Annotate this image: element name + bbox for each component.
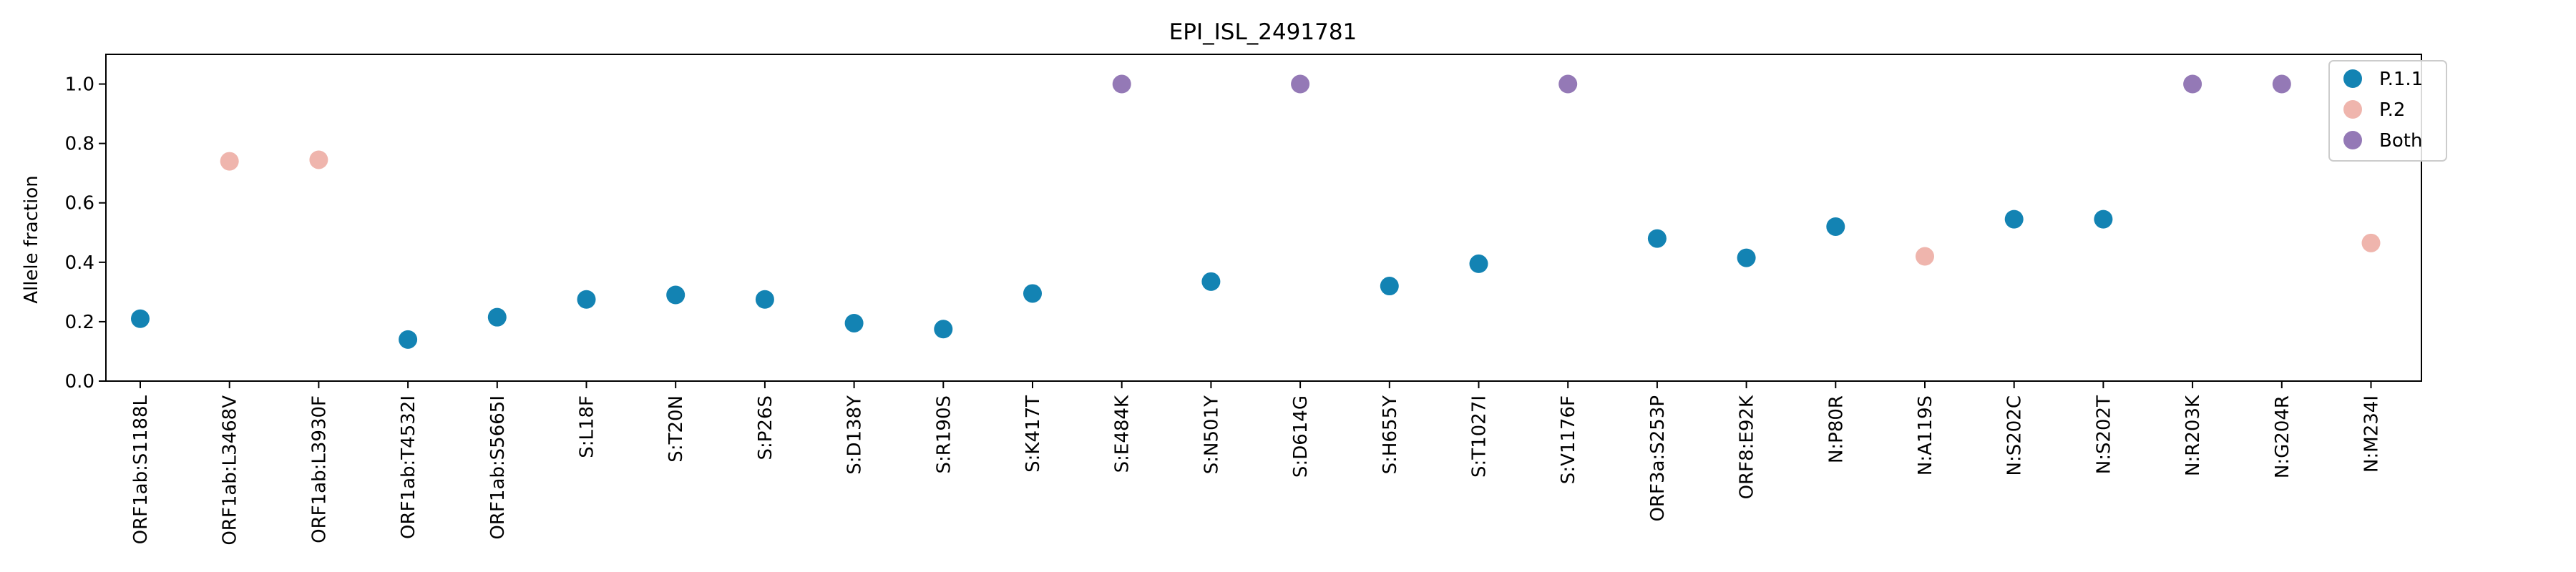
x-tick-label: S:N501Y <box>1201 395 1222 474</box>
legend-entry: P.2 <box>2379 99 2405 121</box>
x-tick-label: S:T1027I <box>1469 395 1491 478</box>
y-tick-label: 0.0 <box>65 371 94 393</box>
legend-entry: Both <box>2379 130 2422 152</box>
data-point <box>1291 74 1310 94</box>
x-tick-label: ORF1ab:T4532I <box>398 395 419 539</box>
x-tick-label: S:K417T <box>1023 395 1044 473</box>
data-point <box>131 309 150 328</box>
data-point <box>309 150 328 169</box>
y-tick-label: 0.4 <box>65 252 94 274</box>
chart-title: EPI_ISL_2491781 <box>1169 19 1357 45</box>
x-tick-label: S:T20N <box>665 395 687 463</box>
legend-marker <box>2343 100 2362 119</box>
x-tick-label: S:V1176F <box>1558 395 1579 484</box>
data-point <box>2094 209 2113 229</box>
x-tick-label: N:G204R <box>2272 395 2293 478</box>
x-tick-label: N:R203K <box>2182 395 2204 476</box>
data-point <box>1558 74 1578 94</box>
y-tick-label: 0.2 <box>65 312 94 333</box>
x-tick-label: ORF1ab:S1188L <box>130 395 152 544</box>
data-point <box>487 307 507 327</box>
x-tick-label: ORF1ab:L3930F <box>308 395 330 543</box>
x-tick-label: S:R190S <box>933 395 955 473</box>
x-tick-label: N:S202C <box>2004 395 2026 476</box>
data-point <box>2272 74 2291 94</box>
data-point <box>755 290 774 309</box>
data-point <box>934 320 953 339</box>
data-point <box>844 313 864 332</box>
data-point <box>1023 284 1042 303</box>
x-tick-label: S:E484K <box>1112 395 1133 473</box>
x-tick-label: S:H655Y <box>1380 395 1401 474</box>
data-point <box>1469 254 1488 273</box>
data-point <box>1112 74 1131 94</box>
data-point <box>2361 233 2381 252</box>
y-tick-label: 0.6 <box>65 193 94 214</box>
x-tick-label: N:M234I <box>2361 395 2383 473</box>
x-tick-label: ORF1ab:S5665I <box>487 395 509 540</box>
data-point <box>577 290 596 309</box>
data-point <box>1737 248 1756 267</box>
data-point <box>1647 229 1667 248</box>
data-points <box>131 74 2381 349</box>
legend-marker <box>2343 69 2362 88</box>
x-tick-label: S:D614G <box>1290 395 1312 478</box>
y-tick-label: 0.8 <box>65 134 94 155</box>
data-point <box>1201 272 1221 291</box>
legend: P.1.1 P.2 Both <box>2328 60 2447 162</box>
legend-marker <box>2343 131 2362 149</box>
data-point <box>220 152 239 171</box>
y-tick-label: 1.0 <box>65 74 94 96</box>
data-point <box>666 285 686 305</box>
data-point <box>2183 74 2202 94</box>
x-axis-ticks: ORF1ab:S1188L ORF1ab:L3468V ORF1ab:L3930F O… <box>130 381 2383 546</box>
y-axis-label: Allele fraction <box>21 175 42 304</box>
x-tick-label: ORF1ab:L3468V <box>220 395 241 546</box>
y-axis-ticks: 0.0 0.2 0.4 0.6 0.8 1.0 <box>65 74 106 393</box>
x-tick-label: ORF3a:S253P <box>1647 395 1669 522</box>
plot-frame <box>105 54 2422 382</box>
data-point <box>2004 209 2024 229</box>
x-tick-label: S:L18F <box>577 395 598 458</box>
x-tick-label: N:S202T <box>2093 395 2114 474</box>
data-point <box>1916 247 1934 266</box>
x-tick-label: S:D138Y <box>844 395 866 475</box>
x-tick-label: N:P80R <box>1825 395 1847 463</box>
x-tick-label: S:P26S <box>755 395 776 460</box>
x-tick-label: N:A119S <box>1915 395 1936 475</box>
data-point <box>399 330 418 349</box>
x-tick-label: ORF8:E92K <box>1737 395 1758 499</box>
data-point <box>1826 217 1845 236</box>
data-point <box>1380 277 1399 296</box>
legend-entry: P.1.1 <box>2379 69 2423 90</box>
